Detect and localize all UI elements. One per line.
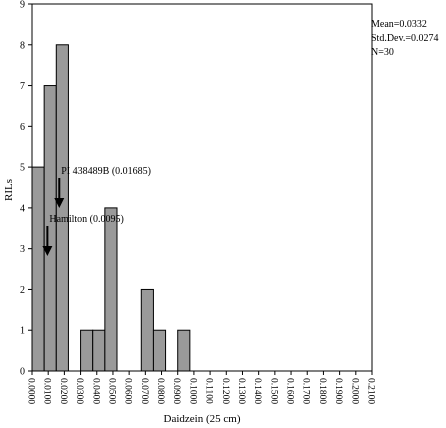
- x-axis-label: Daidzein (25 cm): [164, 413, 241, 425]
- histogram-bar: [80, 329, 94, 372]
- y-tick-label: 1: [20, 326, 25, 337]
- annotation-label: PI 438489B (0.01685): [61, 166, 151, 177]
- histogram-bar: [177, 329, 191, 372]
- annotation-arrow-head: [42, 246, 53, 256]
- y-tick-label: 7: [20, 81, 25, 92]
- histogram-bar: [55, 44, 69, 372]
- x-tick-label: 0.0700: [139, 378, 149, 404]
- x-tick-label: 0.0300: [74, 378, 84, 404]
- y-tick-label: 9: [20, 0, 25, 11]
- plot-area: 0 1 2 3 4 5 6 7 8 9 0.0000 0.0100 0.0200 0.0300 0.0400…: [20, 0, 376, 404]
- histogram-bar: [104, 207, 118, 372]
- y-tick-label: 2: [20, 285, 25, 296]
- x-tick-label: 0.1100: [204, 378, 214, 404]
- x-tick-label: 0.1600: [285, 378, 295, 404]
- stat-n: N=30: [371, 47, 394, 58]
- x-tick-label: 0.0500: [106, 378, 116, 404]
- x-tick-label: 0.0000: [26, 378, 36, 404]
- y-axis-label-text: RILs: [3, 179, 15, 201]
- x-tick-label: 0.1300: [236, 378, 246, 404]
- histogram-bar: [140, 288, 154, 372]
- x-tick-label: 0.1700: [301, 378, 311, 404]
- stats-box: Mean=0.0332 Std.Dev.=0.0274 N=30: [371, 19, 439, 58]
- y-tick-label: 6: [20, 122, 25, 133]
- y-tick-label: 3: [20, 244, 25, 255]
- annotation-arrow-head: [54, 198, 65, 208]
- x-tick-label: 0.0200: [58, 378, 68, 404]
- y-tick-label: 4: [20, 203, 25, 214]
- x-tick-label: 0.1000: [187, 378, 197, 404]
- x-tick-label: 0.1200: [220, 378, 230, 404]
- x-tick-label: 0.2000: [349, 378, 359, 404]
- stat-std-dev: Std.Dev.=0.0274: [371, 33, 439, 44]
- histogram-bar: [31, 166, 45, 372]
- x-tick-label: 0.0100: [42, 378, 52, 404]
- x-tick-label: 0.2100: [366, 378, 376, 404]
- x-tick-label: 0.1500: [268, 378, 278, 404]
- x-tick-label: 0.0900: [171, 378, 181, 404]
- x-tick-label: 0.1900: [333, 378, 343, 404]
- histogram-bar: [43, 85, 57, 372]
- x-tick-label: 0.0600: [123, 378, 133, 404]
- x-tick-label: 0.1800: [317, 378, 327, 404]
- plot-frame: [31, 3, 373, 372]
- y-axis-label: RILs: [3, 179, 15, 201]
- histogram-bar: [152, 329, 167, 372]
- y-tick-label: 5: [20, 163, 25, 174]
- x-tick-label: 0.0800: [155, 378, 165, 404]
- y-tick-label: 8: [20, 40, 25, 51]
- stat-mean: Mean=0.0332: [371, 19, 427, 30]
- annotation-label: Hamilton (0.0095): [49, 214, 123, 225]
- x-tick-label: 0.1400: [252, 378, 262, 404]
- x-tick-label: 0.0400: [90, 378, 100, 404]
- y-tick-label: 0: [20, 367, 25, 378]
- histogram-bar: [92, 329, 106, 372]
